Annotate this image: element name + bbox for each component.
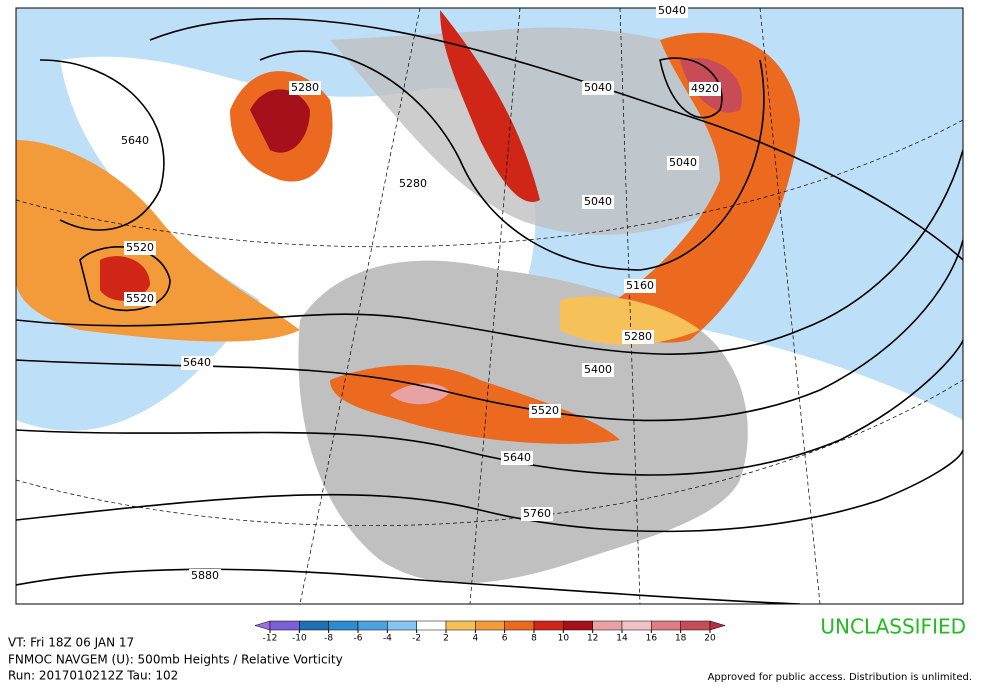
- contour-label: 5040: [584, 81, 612, 94]
- contour-label: 5280: [399, 177, 427, 190]
- colorbar-tick-label: -6: [354, 634, 363, 644]
- vorticity-positive: [560, 296, 700, 345]
- colorbar-tick-label: 4: [472, 634, 478, 644]
- contour-label-box: [667, 156, 699, 170]
- contour-label: 5040: [658, 4, 686, 17]
- height-contour: [79, 246, 171, 312]
- colorbar-tick-label: 18: [675, 634, 687, 644]
- contour-labels: 5640 5520 5520 5640 5280 5280 5040 5040 4920 5040…: [119, 4, 721, 583]
- contour-label-box: [622, 330, 654, 344]
- contour-label: 5640: [183, 356, 211, 369]
- classification: UNCLASSIFIED: [820, 615, 966, 639]
- contour-label: 5160: [626, 279, 654, 292]
- colorbar-segment: [269, 620, 300, 631]
- contour-label: 5760: [523, 507, 551, 520]
- contour-label: 4920: [691, 82, 719, 95]
- valid-time: VT: Fri 18Z 06 JAN 17: [8, 636, 134, 650]
- colorbar-tick-label: 14: [616, 634, 628, 644]
- height-contour: [39, 59, 165, 231]
- contour-label-box: [501, 451, 533, 465]
- run-info: Run: 2017010212Z Tau: 102: [8, 669, 178, 683]
- contour-label-box: [582, 195, 614, 209]
- contour-label-box: [181, 356, 213, 370]
- colorbar-tick-label: -8: [324, 634, 333, 644]
- contour-label-box: [189, 569, 221, 583]
- land: [330, 27, 760, 235]
- colorbar: -12 -10 -8 -6 -4 -2 2 4 6 8 10 12 14 16 18 20: [254, 620, 726, 644]
- contour-label: 5520: [126, 292, 154, 305]
- colorbar-segment: [504, 620, 535, 631]
- colorbar-segment: [357, 620, 388, 631]
- map-frame: [15, 7, 964, 605]
- height-contour: [16, 239, 963, 422]
- contour-label-box: [529, 404, 561, 418]
- colorbar-tick-label: -10: [292, 634, 307, 644]
- colorbar-tick-label: 2: [443, 634, 449, 644]
- contour-label: 5520: [531, 404, 559, 417]
- colorbar-segment: [328, 620, 359, 631]
- colorbar-segment: [592, 620, 623, 631]
- contour-label: 5640: [503, 451, 531, 464]
- contour-label: 5280: [291, 81, 319, 94]
- model-title: FNMOC NAVGEM (U): 500mb Heights / Relati…: [8, 653, 343, 667]
- colorbar-segment: [475, 620, 505, 631]
- contour-label-box: [582, 363, 614, 377]
- contour-label: 5040: [669, 156, 697, 169]
- colorbar-segment: [621, 620, 652, 631]
- contour-label-box: [397, 177, 429, 191]
- contour-label-box: [124, 241, 156, 255]
- height-contour: [659, 57, 723, 119]
- contour-label: 5400: [584, 363, 612, 376]
- colorbar-segment: [387, 620, 417, 631]
- height-contour: [149, 17, 963, 261]
- contour-label: 5880: [191, 569, 219, 582]
- colorbar-segment: [299, 620, 329, 631]
- contour-label: 5280: [624, 330, 652, 343]
- contour-label-box: [124, 292, 156, 306]
- colorbar-tick-label: 8: [531, 634, 537, 644]
- contour-label-box: [521, 507, 553, 521]
- height-contour: [16, 339, 963, 476]
- colorbar-segment: [709, 620, 726, 631]
- colorbar-tick-label: 20: [704, 634, 716, 644]
- contour-label-box: [689, 82, 721, 96]
- height-contour: [16, 449, 963, 533]
- colorbar-tick-label: -2: [412, 634, 421, 644]
- colorbar-segment: [254, 620, 271, 631]
- contour-label: 5640: [121, 134, 149, 147]
- vorticity-positive: [440, 10, 540, 202]
- colorbar-tick-label: -4: [383, 634, 392, 644]
- release-note: Approved for public access. Distribution…: [708, 672, 972, 683]
- contour-label-box: [119, 134, 151, 148]
- colorbar-tick-label: 6: [502, 634, 508, 644]
- colorbar-segment: [533, 620, 564, 631]
- vorticity-positive: [250, 89, 310, 153]
- contour-label-box: [289, 81, 321, 95]
- colorbar-segment: [563, 620, 593, 631]
- colorbar-tick-label: 12: [587, 634, 598, 644]
- colorbar-tick-label: -12: [263, 634, 278, 644]
- vorticity-positive: [330, 365, 620, 444]
- vorticity-positive: [100, 256, 150, 301]
- map-field: [16, 8, 963, 604]
- height-contour: [16, 149, 963, 355]
- colorbar-segment: [651, 620, 681, 631]
- colorbar-tick-label: 10: [558, 634, 570, 644]
- vorticity-positive: [600, 32, 800, 343]
- contour-label-box: [656, 4, 688, 18]
- colorbar-tick-label: 16: [646, 634, 658, 644]
- contour-label-box: [582, 81, 614, 95]
- contour-label: 5520: [126, 241, 154, 254]
- height-contour: [259, 50, 765, 271]
- height-contour: [16, 568, 801, 604]
- colorbar-segment: [416, 620, 447, 631]
- contour-label-box: [624, 279, 656, 293]
- colorbar-segment: [680, 620, 711, 631]
- contour-label: 5040: [584, 195, 612, 208]
- graticule: [16, 8, 963, 604]
- colorbar-segment: [445, 620, 476, 631]
